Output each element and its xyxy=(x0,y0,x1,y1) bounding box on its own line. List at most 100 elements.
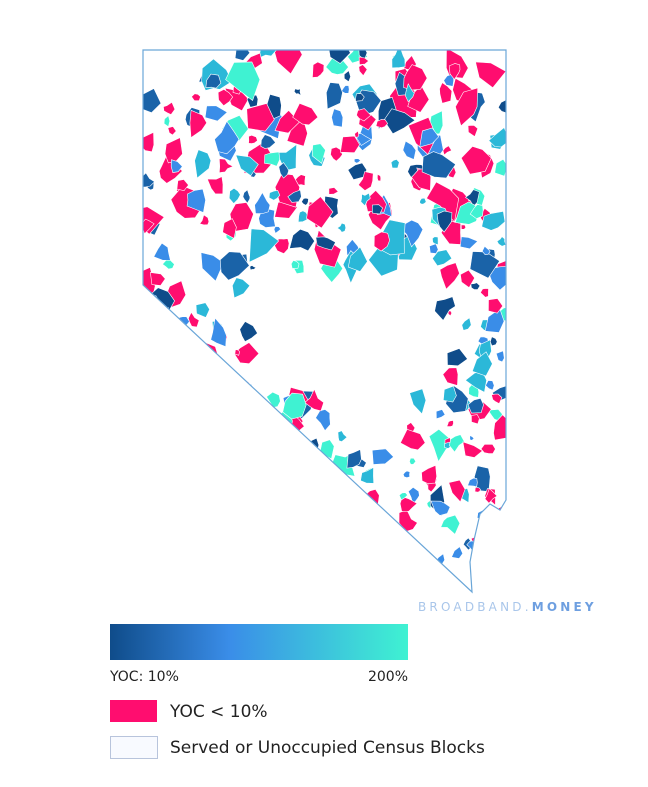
census-block xyxy=(488,567,497,576)
census-block xyxy=(188,515,208,536)
census-block xyxy=(290,260,300,269)
census-block xyxy=(400,429,426,451)
census-block xyxy=(421,151,457,179)
census-block xyxy=(270,50,303,75)
census-block xyxy=(481,210,506,231)
legend-label: YOC < 10% xyxy=(169,702,268,722)
census-block xyxy=(289,228,315,252)
census-block xyxy=(231,277,251,299)
census-block xyxy=(488,298,504,314)
census-block xyxy=(176,479,193,496)
census-block xyxy=(268,190,281,201)
census-block xyxy=(358,56,370,66)
census-block xyxy=(173,449,180,457)
census-block xyxy=(229,202,254,232)
census-block xyxy=(200,252,224,282)
census-block xyxy=(292,102,319,126)
census-block xyxy=(330,146,343,162)
census-block xyxy=(188,368,197,378)
census-block xyxy=(246,103,275,132)
census-block xyxy=(272,480,293,506)
census-block xyxy=(315,236,336,251)
census-block xyxy=(167,126,177,136)
census-block xyxy=(356,108,372,122)
census-block xyxy=(205,73,222,89)
census-block xyxy=(328,187,339,195)
census-block xyxy=(192,570,211,591)
census-block xyxy=(290,553,300,565)
census-block xyxy=(435,567,443,573)
census-block xyxy=(225,61,261,101)
census-block xyxy=(442,145,453,156)
census-block xyxy=(195,302,210,318)
census-block xyxy=(491,505,506,532)
census-block xyxy=(484,308,505,333)
census-block xyxy=(340,135,360,154)
census-block xyxy=(256,519,280,540)
census-block xyxy=(407,84,430,113)
census-block xyxy=(467,477,478,488)
census-block xyxy=(225,553,247,575)
census-block xyxy=(283,536,291,543)
census-block xyxy=(150,272,166,286)
census-block xyxy=(143,469,167,492)
census-block xyxy=(373,231,390,252)
census-block xyxy=(301,497,314,515)
census-block xyxy=(183,415,197,424)
census-block xyxy=(442,385,457,403)
census-block xyxy=(243,542,267,564)
census-block xyxy=(419,197,427,205)
census-block xyxy=(230,497,239,507)
census-block xyxy=(460,146,492,175)
census-block xyxy=(455,87,479,127)
census-block xyxy=(199,539,216,556)
census-block xyxy=(297,551,305,560)
census-block xyxy=(167,432,188,454)
census-block xyxy=(227,430,236,442)
census-block xyxy=(306,196,334,229)
census-block xyxy=(231,489,241,499)
census-block xyxy=(311,143,326,164)
census-block xyxy=(471,414,480,425)
census-block xyxy=(322,530,339,551)
census-block xyxy=(434,296,456,321)
census-block xyxy=(376,173,382,182)
census-block xyxy=(448,63,461,80)
census-block xyxy=(497,98,506,114)
census-block xyxy=(315,409,331,432)
census-block xyxy=(436,210,453,233)
census-block xyxy=(469,204,484,220)
census-block xyxy=(144,432,155,445)
census-block xyxy=(155,462,172,477)
census-block xyxy=(419,127,440,148)
watermark-suffix: MONEY xyxy=(532,600,597,614)
census-block xyxy=(358,64,368,77)
census-block xyxy=(327,50,351,64)
census-block xyxy=(409,388,427,415)
census-block xyxy=(234,349,240,356)
census-block xyxy=(170,159,183,173)
census-block xyxy=(260,134,277,149)
census-block xyxy=(308,557,315,564)
census-block xyxy=(240,502,253,518)
census-block xyxy=(448,479,466,503)
census-block xyxy=(461,317,472,331)
census-block xyxy=(289,547,301,558)
census-block xyxy=(377,574,391,591)
census-block xyxy=(178,550,200,575)
census-block xyxy=(467,397,484,414)
census-block xyxy=(480,288,489,298)
census-block xyxy=(143,394,157,406)
census-block xyxy=(491,393,503,405)
gradient-max-label: 200% xyxy=(368,669,408,685)
census-block xyxy=(412,573,423,589)
census-block xyxy=(481,245,491,256)
census-block xyxy=(357,171,374,191)
census-block xyxy=(143,131,155,153)
census-block xyxy=(287,189,302,203)
census-block xyxy=(217,474,236,500)
census-block xyxy=(278,497,288,509)
census-block xyxy=(160,534,169,540)
census-block xyxy=(375,118,389,129)
